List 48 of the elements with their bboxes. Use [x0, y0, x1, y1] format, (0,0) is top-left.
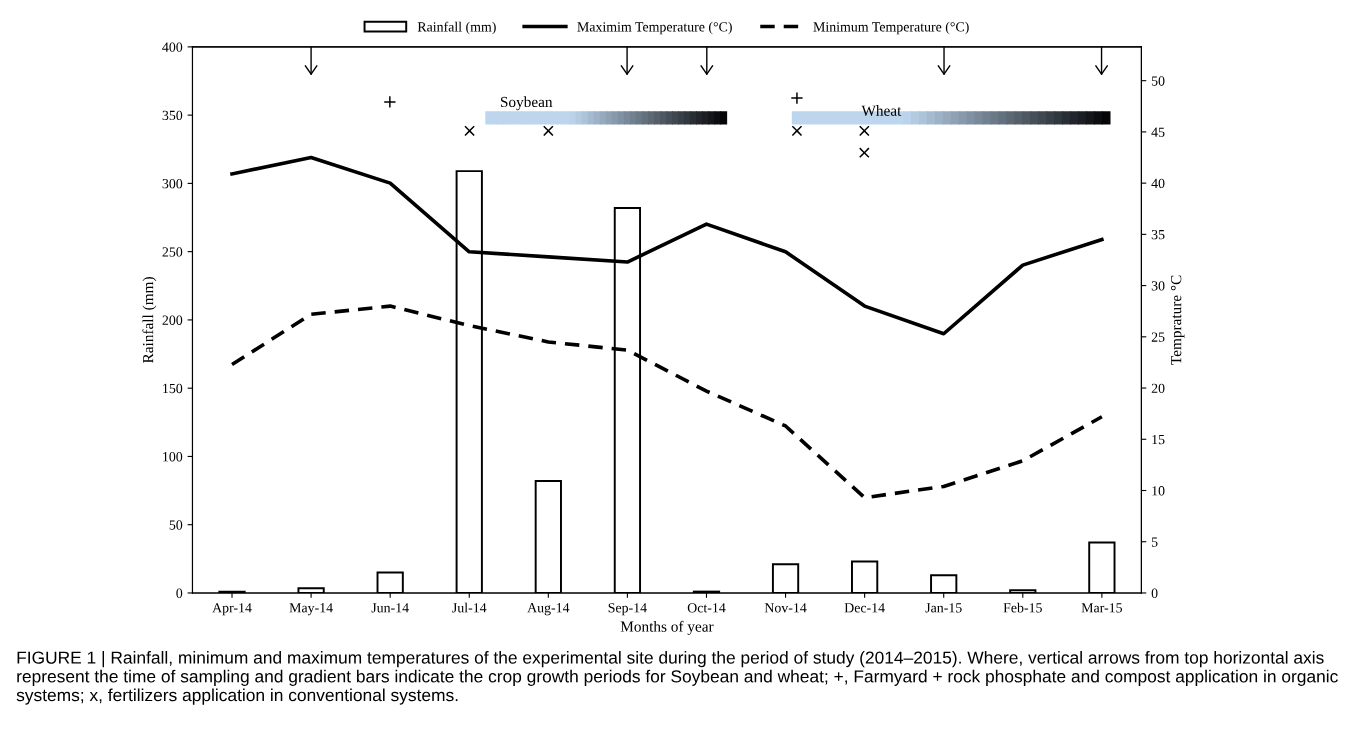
y-tick-label: 350 — [162, 110, 183, 121]
x-tick-label: Jan-15 — [925, 603, 962, 613]
x-tick-label: Aug-14 — [527, 603, 570, 616]
y2-tick-label: 0 — [1151, 588, 1158, 598]
x-tick-label: May-14 — [289, 603, 333, 616]
x-tick-label: Feb-15 — [1003, 602, 1042, 613]
x-tick-label: Apr-14 — [212, 603, 252, 616]
annotation: × — [859, 125, 870, 136]
x-tick-label: Oct-14 — [687, 603, 726, 613]
y2-tick-label: 50 — [1151, 76, 1165, 86]
y-tick-label: 250 — [162, 247, 183, 257]
annotation: × — [464, 125, 475, 136]
x-tick-label: Jul-14 — [452, 602, 487, 613]
annotation: Wheat — [861, 105, 902, 116]
y-tick-label: 50 — [169, 520, 183, 530]
y-tick-label: 0 — [176, 588, 183, 598]
annotation: × — [791, 125, 803, 136]
x-tick-label: Nov-14 — [764, 603, 807, 613]
annotation: × — [859, 147, 870, 158]
y2-tick-label: 15 — [1152, 434, 1165, 445]
y2-tick-label: 5 — [1151, 537, 1158, 547]
y2-axis-title: Temprature °C — [1171, 275, 1185, 365]
annotation: + — [791, 92, 803, 104]
y-axis-title: Rainfall (mm) — [142, 277, 157, 363]
legend-label: Maximim Temperature (°C) — [577, 21, 732, 35]
y2-tick-label: 30 — [1151, 281, 1165, 291]
legend-label: Minimum Temperature (°C) — [813, 21, 969, 35]
annotation: × — [543, 125, 554, 136]
y2-tick-label: 45 — [1151, 127, 1165, 137]
y2-tick-label: 20 — [1151, 383, 1165, 394]
annotation: + — [384, 96, 396, 108]
legend-label: Rainfall (mm) — [417, 21, 496, 35]
x-tick-label: Jun-14 — [371, 603, 409, 613]
annotation: Soybean — [500, 96, 553, 111]
x-axis-title: Months of year — [620, 620, 714, 635]
y2-tick-label: 10 — [1152, 486, 1165, 496]
x-tick-label: Sep-14 — [608, 603, 647, 616]
y2-tick-label: 40 — [1151, 178, 1165, 189]
caption: FIGURE 1 | Rainfall, minimum and maximum temperatures of the experimental site during the period of study (2014–2015). Where, vertical arrows from top horizontal axis represent the time of sampling and gradient bars indicate the crop growth periods for Soybean and wheat; +, Farmyard + rock phosphate and compost application in organic systems; x, fertilizers application in conventional systems. — [16, 651, 1338, 705]
y-tick-label: 100 — [163, 452, 183, 462]
x-tick-label: Mar-15 — [1081, 603, 1123, 613]
y-tick-label: 300 — [162, 178, 183, 189]
y-tick-label: 200 — [162, 315, 183, 325]
y-tick-label: 150 — [163, 383, 183, 394]
y2-tick-label: 35 — [1151, 229, 1165, 240]
y2-tick-label: 25 — [1151, 332, 1165, 342]
y-tick-label: 400 — [162, 42, 183, 52]
x-tick-label: Dec-14 — [844, 603, 885, 613]
